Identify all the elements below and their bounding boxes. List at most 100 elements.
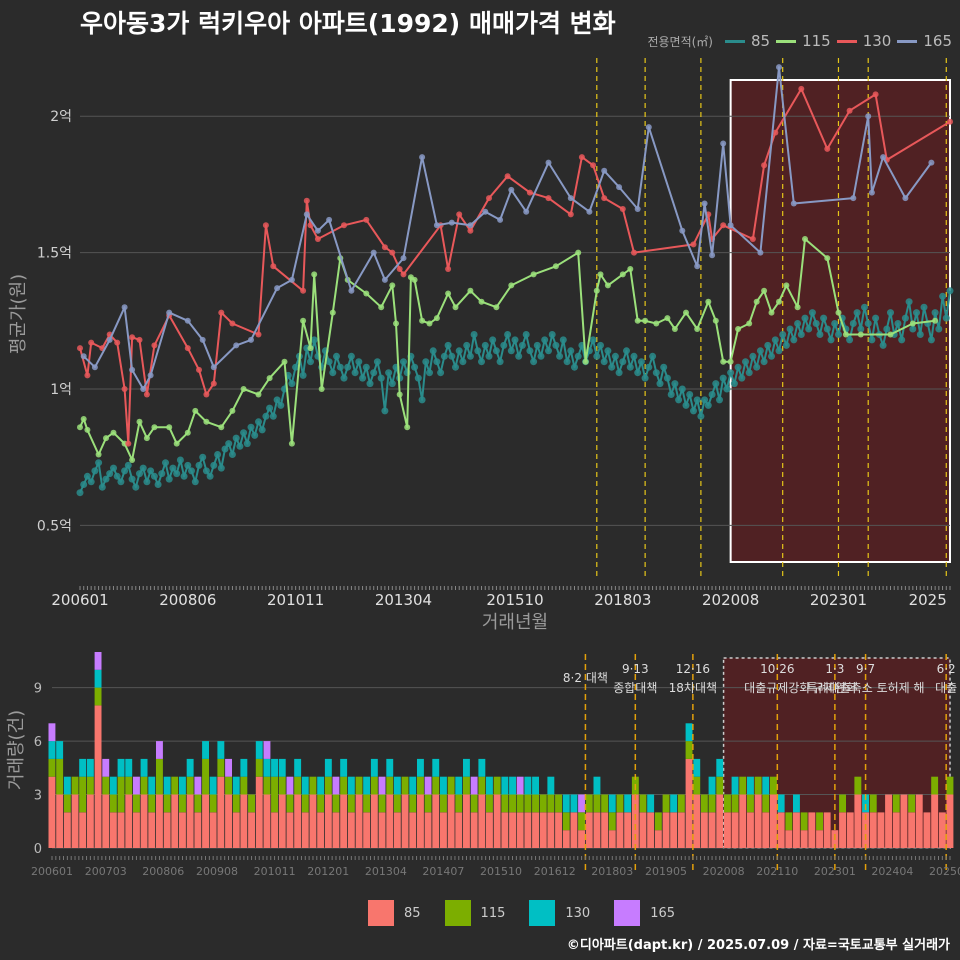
bar-segment-130 xyxy=(793,794,800,813)
bar-segment-130 xyxy=(263,758,271,777)
data-point-85 xyxy=(98,483,106,491)
bar-legend-item-165: 165 xyxy=(614,900,675,926)
data-point-165 xyxy=(720,140,727,147)
data-point-115 xyxy=(445,290,452,297)
bar-segment-85 xyxy=(125,794,133,848)
data-point-85 xyxy=(113,472,121,480)
bar-segment-115 xyxy=(501,794,509,813)
data-point-165 xyxy=(880,154,887,161)
bar-segment-165 xyxy=(578,794,585,813)
bar-segment-165 xyxy=(332,776,340,795)
bar-x-tick-label: 200601 xyxy=(31,865,73,878)
policy-label-top: 9·13 xyxy=(622,662,649,676)
data-point-85 xyxy=(373,358,381,366)
bar-segment-130 xyxy=(63,776,71,795)
bar-segment-115 xyxy=(179,794,186,813)
bar-segment-85 xyxy=(324,794,332,848)
bar-segment-85 xyxy=(578,830,585,848)
bar-segment-115 xyxy=(693,776,701,795)
data-point-85 xyxy=(184,461,192,469)
y-tick-label: 1.5억 xyxy=(37,246,72,262)
legend-item-115: 115 xyxy=(776,32,831,50)
x-axis-label: 거래년월 xyxy=(482,612,548,633)
data-point-165 xyxy=(482,208,489,215)
data-point-85 xyxy=(771,336,779,344)
data-point-85 xyxy=(697,412,705,420)
data-point-85 xyxy=(764,341,772,349)
data-point-85 xyxy=(623,347,630,355)
data-point-165 xyxy=(868,189,875,196)
bar-segment-85 xyxy=(608,830,616,848)
bar-segment-85 xyxy=(724,812,731,848)
policy-label-top: 12·16 xyxy=(676,662,710,676)
data-point-85 xyxy=(165,475,173,483)
data-point-85 xyxy=(704,401,712,409)
data-point-85 xyxy=(797,331,805,338)
data-point-85 xyxy=(615,369,623,377)
data-point-165 xyxy=(314,227,321,234)
bar-segment-85 xyxy=(232,812,240,848)
data-point-85 xyxy=(552,341,560,349)
data-point-130 xyxy=(314,236,321,242)
bar-segment-85 xyxy=(516,812,524,848)
data-point-85 xyxy=(641,374,649,382)
data-point-165 xyxy=(140,386,147,392)
data-point-165 xyxy=(902,195,909,202)
bar-x-tick-label: 201304 xyxy=(365,865,407,878)
data-point-85 xyxy=(861,303,868,311)
bar-segment-85 xyxy=(317,812,325,848)
data-point-85 xyxy=(831,320,839,327)
data-point-130 xyxy=(151,342,158,349)
data-point-85 xyxy=(225,440,233,448)
data-point-85 xyxy=(671,380,679,388)
bar-segment-130 xyxy=(386,758,394,777)
data-point-130 xyxy=(720,222,727,229)
legend-title: 전용면적(㎡) xyxy=(647,34,713,49)
data-point-115 xyxy=(95,451,102,458)
data-point-85 xyxy=(675,396,683,404)
data-point-85 xyxy=(258,426,266,434)
data-point-130 xyxy=(400,271,407,278)
legend-swatch-115 xyxy=(776,39,797,43)
data-point-85 xyxy=(307,358,314,366)
bar-segment-85 xyxy=(593,812,601,848)
data-point-85 xyxy=(571,363,578,371)
data-point-85 xyxy=(749,352,757,360)
bar-segment-85 xyxy=(708,812,716,848)
legend-item-130: 130 xyxy=(836,32,891,50)
data-point-165 xyxy=(106,336,113,343)
bar-segment-85 xyxy=(48,776,56,848)
data-point-85 xyxy=(823,325,831,333)
bar-segment-165 xyxy=(470,776,478,795)
data-point-85 xyxy=(388,380,396,388)
bar-segment-85 xyxy=(79,812,87,848)
bar-segment-115 xyxy=(493,776,501,795)
bar-segment-85 xyxy=(923,812,931,848)
data-point-85 xyxy=(511,336,519,344)
data-point-85 xyxy=(801,314,809,322)
policy-label-top: 10·26 xyxy=(760,662,794,676)
data-point-115 xyxy=(552,263,559,270)
bar-segment-130 xyxy=(148,776,156,795)
bar-x-tick-label: 200806 xyxy=(142,865,184,878)
bar-segment-85 xyxy=(186,794,194,848)
bar-segment-85 xyxy=(908,812,916,848)
data-point-130 xyxy=(363,216,370,223)
bar-segment-85 xyxy=(854,794,862,848)
bar-y-axis-label: 거래량(건) xyxy=(6,710,27,790)
data-point-85 xyxy=(214,451,222,458)
data-point-165 xyxy=(497,216,504,223)
y-tick-label: 2억 xyxy=(50,109,72,125)
bar-segment-85 xyxy=(171,794,179,848)
x-tick-label: 202301 xyxy=(810,591,867,609)
data-point-85 xyxy=(351,369,359,377)
bar-segment-115 xyxy=(593,794,601,813)
bar-segment-165 xyxy=(516,776,524,795)
bar-segment-85 xyxy=(800,830,808,848)
bar-segment-85 xyxy=(539,812,547,848)
data-point-85 xyxy=(723,385,731,393)
data-point-130 xyxy=(218,309,225,316)
bar-segment-115 xyxy=(370,776,378,795)
data-point-115 xyxy=(753,298,760,305)
data-point-85 xyxy=(277,401,285,409)
